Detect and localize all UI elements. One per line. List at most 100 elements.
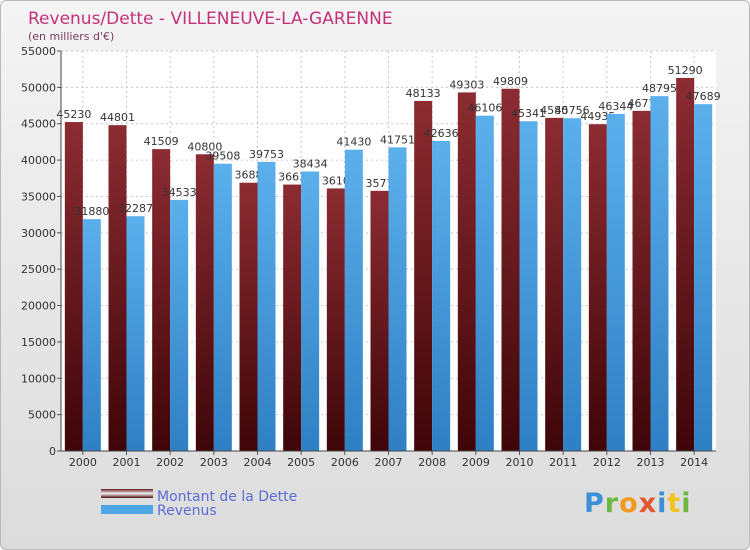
x-tick-label: 2004 xyxy=(244,456,272,469)
data-label: 3577 xyxy=(366,177,394,190)
legend-swatch-revenus xyxy=(101,505,153,514)
bar-debt xyxy=(588,124,607,451)
bar-revenus xyxy=(519,121,538,451)
logo-letter: i xyxy=(681,488,692,519)
bar-revenus xyxy=(563,118,582,451)
bar-revenus xyxy=(432,140,451,452)
data-label: 47689 xyxy=(686,90,721,103)
bar-revenus xyxy=(388,147,407,451)
x-tick-label: 2006 xyxy=(331,456,359,469)
x-tick-label: 2008 xyxy=(418,456,446,469)
data-label: 3610 xyxy=(322,174,350,187)
bar-debt xyxy=(195,154,214,452)
y-tick-label: 10000 xyxy=(21,372,56,385)
bar-debt xyxy=(457,92,476,451)
y-tick-label: 55000 xyxy=(21,45,56,58)
data-label: 3688 xyxy=(235,169,263,182)
data-label: 48133 xyxy=(406,87,441,100)
bar-debt xyxy=(326,188,345,451)
bar-debt xyxy=(283,184,302,451)
x-tick-label: 2012 xyxy=(593,456,621,469)
logo-letter: o xyxy=(619,488,639,519)
bar-revenus xyxy=(170,199,189,451)
data-label: 42636 xyxy=(424,127,459,140)
data-label: 39753 xyxy=(249,148,284,161)
y-tick-label: 15000 xyxy=(21,336,56,349)
y-tick-label: 20000 xyxy=(21,300,56,313)
y-tick-label: 25000 xyxy=(21,263,56,276)
bar-revenus xyxy=(344,149,363,451)
y-tick-label: 50000 xyxy=(21,81,56,94)
x-tick-label: 2005 xyxy=(287,456,315,469)
bar-debt xyxy=(152,149,171,451)
data-label: 45230 xyxy=(56,108,91,121)
bar-revenus xyxy=(213,163,232,451)
data-label: 45756 xyxy=(555,104,590,117)
x-tick-label: 2011 xyxy=(549,456,577,469)
bar-revenus xyxy=(82,219,101,451)
x-tick-label: 2014 xyxy=(680,456,708,469)
logo-letter: x xyxy=(638,488,658,519)
bar-debt xyxy=(676,77,695,452)
data-label: 31880 xyxy=(74,205,109,218)
legend-label-debt: Montant de la Dette xyxy=(157,489,297,505)
y-tick-label: 5000 xyxy=(28,409,56,422)
bar-debt xyxy=(501,88,520,452)
x-tick-label: 2010 xyxy=(506,456,534,469)
x-tick-label: 2002 xyxy=(156,456,184,469)
y-tick-label: 45000 xyxy=(21,118,56,131)
bar-revenus xyxy=(475,115,494,451)
bar-revenus xyxy=(301,171,320,452)
data-label: 38434 xyxy=(293,157,328,170)
x-tick-label: 2000 xyxy=(69,456,97,469)
x-tick-label: 2013 xyxy=(637,456,665,469)
bar-debt xyxy=(370,190,389,451)
bar-debt xyxy=(632,110,651,451)
bar-revenus xyxy=(126,216,145,451)
legend-label-revenus: Revenus xyxy=(157,503,217,519)
bar-debt xyxy=(239,182,258,451)
bar-debt xyxy=(545,117,564,452)
x-tick-label: 2003 xyxy=(200,456,228,469)
data-label: 3663 xyxy=(278,171,306,184)
bar-debt xyxy=(64,122,83,452)
logo-letter: t xyxy=(667,488,682,519)
data-label: 34533 xyxy=(162,186,197,199)
bar-revenus xyxy=(257,161,276,451)
logo-letter: P xyxy=(584,488,605,519)
data-label: 44801 xyxy=(100,111,135,124)
data-label: 46344 xyxy=(598,100,633,113)
legend-swatch-debt xyxy=(101,489,153,498)
logo-letter: r xyxy=(604,488,620,519)
bar-debt xyxy=(414,100,433,451)
bar-debt xyxy=(108,125,127,451)
y-tick-label: 0 xyxy=(49,445,56,458)
data-label: 44935 xyxy=(580,110,615,123)
bar-revenus xyxy=(650,96,669,452)
data-label: 45341 xyxy=(511,107,546,120)
bar-revenus xyxy=(694,104,713,452)
plot-area: 0 5000 10000 15000 20000 25000 30000 35000 40000… xyxy=(21,45,721,469)
data-label: 41509 xyxy=(144,135,179,148)
data-label: 4677 xyxy=(628,97,656,110)
logo-letter: i xyxy=(657,488,668,519)
y-tick-label: 35000 xyxy=(21,190,56,203)
x-tick-label: 2007 xyxy=(375,456,403,469)
y-tick-label: 30000 xyxy=(21,227,56,240)
chart-title: Revenus/Dette - VILLENEUVE-LA-GARENNE xyxy=(28,9,393,29)
data-label: 49809 xyxy=(493,75,528,88)
data-label: 41751 xyxy=(380,133,415,146)
data-label: 49303 xyxy=(449,78,484,91)
data-label: 39508 xyxy=(205,150,240,163)
data-label: 48795 xyxy=(642,82,677,95)
x-tick-label: 2009 xyxy=(462,456,490,469)
x-tick-label: 2001 xyxy=(113,456,141,469)
proxiti-logo: Proxiti xyxy=(584,488,692,519)
data-label: 40800 xyxy=(187,140,222,153)
data-label: 46106 xyxy=(467,102,502,115)
bar-revenus xyxy=(606,113,625,451)
chart-subtitle: (en milliers d'€) xyxy=(28,30,114,43)
data-label: 4580 xyxy=(540,104,568,117)
